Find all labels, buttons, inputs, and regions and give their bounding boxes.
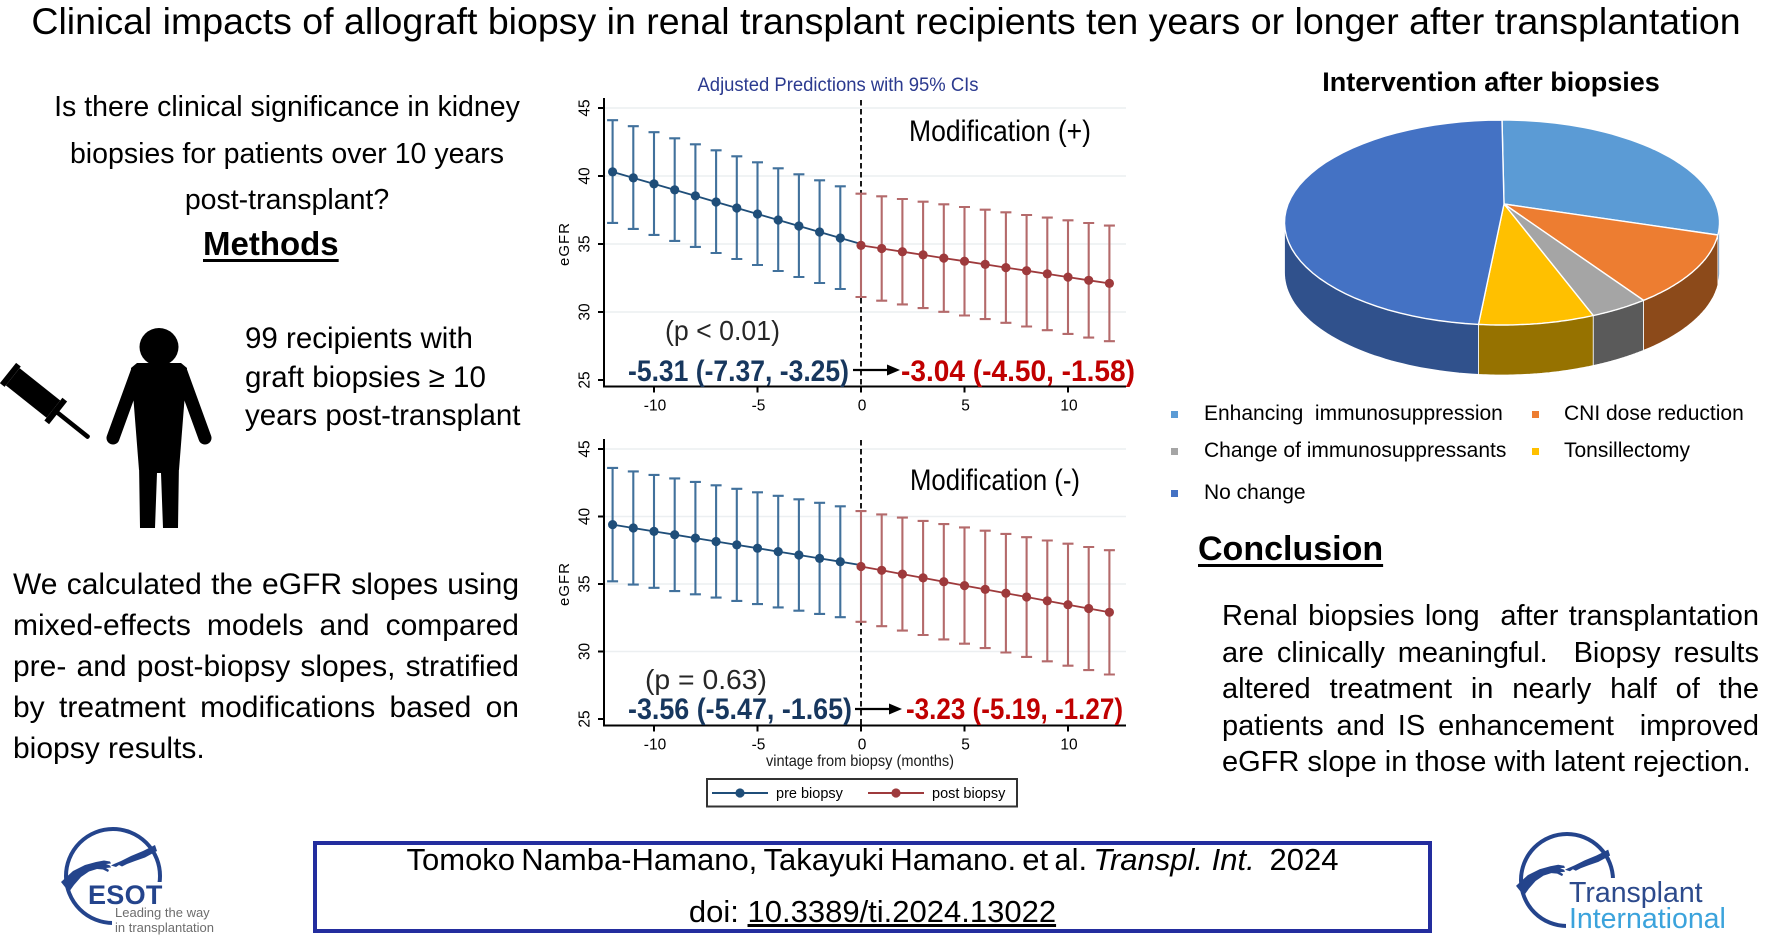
svg-text:eGFR: eGFR xyxy=(556,562,573,606)
svg-text:5: 5 xyxy=(961,398,970,415)
svg-text:45: 45 xyxy=(577,440,594,457)
svg-text:25: 25 xyxy=(577,710,594,727)
svg-text:30: 30 xyxy=(577,643,594,661)
svg-text:in transplantation: in transplantation xyxy=(115,920,214,935)
svg-text:-5: -5 xyxy=(752,398,766,415)
svg-text:eGFR: eGFR xyxy=(556,222,573,266)
svg-text:-3.56 (-5.47, -1.65): -3.56 (-5.47, -1.65) xyxy=(628,693,852,726)
svg-text:35: 35 xyxy=(577,575,594,592)
svg-text:Leading the way: Leading the way xyxy=(115,905,210,920)
svg-text:Modification (+): Modification (+) xyxy=(909,115,1091,148)
svg-text:Transplant: Transplant xyxy=(1569,877,1703,909)
svg-text:International: International xyxy=(1569,903,1726,935)
svg-text:40: 40 xyxy=(577,508,594,526)
svg-text:35: 35 xyxy=(577,235,594,252)
svg-text:25: 25 xyxy=(577,371,594,388)
svg-text:vintage from biopsy (months): vintage from biopsy (months) xyxy=(766,753,954,770)
svg-text:-10: -10 xyxy=(644,398,667,415)
svg-text:-3.04 (-4.50, -1.58): -3.04 (-4.50, -1.58) xyxy=(901,355,1135,388)
svg-text:-5.31 (-7.37, -3.25): -5.31 (-7.37, -3.25) xyxy=(628,355,849,388)
svg-text:(p = 0.63): (p = 0.63) xyxy=(645,664,767,695)
svg-text:Modification (-): Modification (-) xyxy=(910,464,1080,497)
svg-text:(p < 0.01): (p < 0.01) xyxy=(665,315,780,346)
svg-text:Adjusted Predictions with 95%: Adjusted Predictions with 95% CIs xyxy=(698,74,979,96)
svg-text:45: 45 xyxy=(577,99,594,116)
svg-text:30: 30 xyxy=(577,303,594,321)
svg-text:pre biopsy: pre biopsy xyxy=(776,786,844,802)
svg-text:-10: -10 xyxy=(644,737,667,754)
svg-text:10: 10 xyxy=(1060,737,1078,754)
svg-text:10: 10 xyxy=(1060,398,1078,415)
svg-text:5: 5 xyxy=(961,737,970,754)
svg-text:0: 0 xyxy=(858,398,867,415)
svg-text:post biopsy: post biopsy xyxy=(932,786,1006,802)
svg-text:0: 0 xyxy=(858,737,867,754)
svg-text:-3.23 (-5.19, -1.27): -3.23 (-5.19, -1.27) xyxy=(906,693,1123,726)
svg-text:ESOT: ESOT xyxy=(88,880,163,910)
svg-text:40: 40 xyxy=(577,167,594,185)
svg-text:-5: -5 xyxy=(752,737,766,754)
